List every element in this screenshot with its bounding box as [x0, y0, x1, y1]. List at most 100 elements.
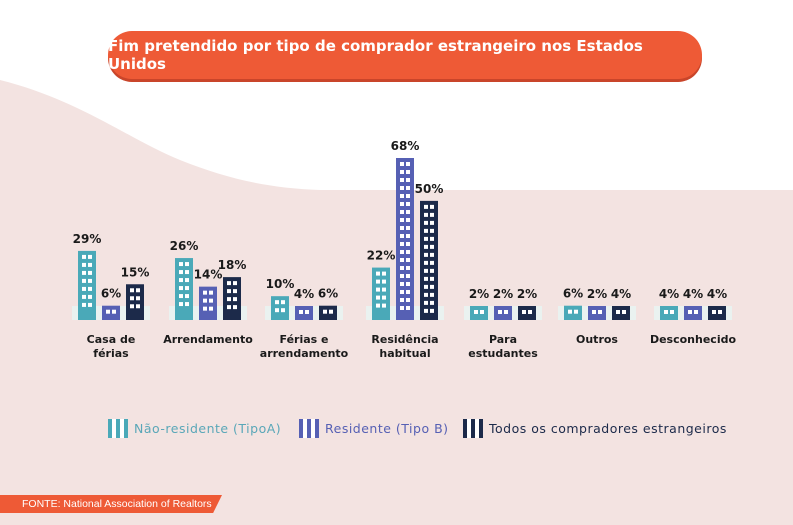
bar-window [430, 276, 434, 281]
bar [78, 250, 96, 320]
bar-window [400, 306, 404, 310]
bar-window [598, 310, 602, 314]
bar-window [424, 236, 428, 241]
bar-window [406, 178, 410, 182]
bar-window [424, 300, 428, 305]
bar-window [382, 287, 386, 292]
bar-window [382, 271, 386, 276]
bar-window [112, 309, 116, 314]
bar-window [281, 300, 285, 305]
bar-body [223, 277, 241, 320]
bar-body [518, 306, 536, 320]
bar-window [233, 305, 237, 310]
bar-window [227, 289, 231, 294]
bar-window [185, 278, 189, 283]
bar-window [430, 252, 434, 257]
bar-window [88, 270, 92, 275]
bar-window [528, 310, 532, 314]
bar-window [622, 310, 626, 314]
bar [271, 296, 289, 320]
legend-label-nonresident: Não-residente (TipoA) [134, 421, 282, 436]
bar-window [406, 234, 410, 238]
bar [372, 267, 390, 320]
bar-window [275, 300, 279, 305]
source-footer: FONTE: National Association of Realtors [0, 495, 222, 513]
data-label: 15% [121, 265, 150, 279]
bar-window [406, 202, 410, 206]
category-label: férias [93, 347, 129, 360]
data-label: 4% [707, 287, 727, 301]
bar-window [88, 254, 92, 259]
bar-body [494, 306, 512, 320]
data-label: 4% [611, 287, 631, 301]
bar-body [126, 284, 144, 320]
bar-window [430, 284, 434, 289]
data-label: 10% [266, 277, 295, 291]
bar-window [670, 310, 674, 314]
bar-window [88, 286, 92, 291]
legend-item-all-buyers: Todos os compradores estrangeiros [463, 419, 727, 438]
bar-window [400, 218, 404, 222]
category-label: Outros [576, 333, 618, 346]
chart-title: Fim pretendido por tipo de comprador est… [108, 31, 702, 79]
data-label: 14% [194, 268, 223, 282]
bar-window [480, 310, 484, 314]
bar [223, 277, 241, 320]
bar-window [382, 295, 386, 300]
data-label: 50% [415, 182, 444, 196]
bar-window [130, 304, 134, 309]
data-label: 2% [517, 287, 537, 301]
bar-window [568, 309, 572, 314]
category-label: habitual [379, 347, 430, 360]
bar-window [179, 262, 183, 267]
bar-window [712, 310, 716, 314]
bar-window [406, 186, 410, 190]
bar-window [376, 295, 380, 300]
bar-window [400, 298, 404, 302]
bar-window [323, 309, 327, 314]
category-label: Casa de [87, 333, 136, 346]
bar-window [406, 218, 410, 222]
bar-window [82, 302, 86, 307]
bar-window [400, 178, 404, 182]
bar-body [271, 296, 289, 320]
bar-window [424, 228, 428, 233]
bar-window [400, 250, 404, 254]
bar-window [376, 287, 380, 292]
bar-window [203, 306, 207, 311]
legend-swatch-all-buyers [463, 419, 483, 438]
bar-window [406, 194, 410, 198]
bar-window [88, 262, 92, 267]
bar [518, 306, 536, 320]
bar-window [430, 292, 434, 297]
category-label: Arrendamento [163, 333, 253, 346]
bar-window [430, 204, 434, 209]
bar-window [382, 279, 386, 284]
bar-body [396, 158, 414, 320]
data-label: 6% [318, 287, 338, 301]
bar-window [424, 220, 428, 225]
bar-window [522, 310, 526, 314]
bar-window [209, 306, 213, 311]
bar-body [470, 306, 488, 320]
bar-window [88, 278, 92, 283]
data-label: 6% [101, 287, 121, 301]
bar-window [275, 308, 279, 313]
bar-window [400, 202, 404, 206]
bar-window [130, 288, 134, 293]
legend-label-resident: Residente (Tipo B) [325, 421, 449, 436]
bar-window [406, 242, 410, 246]
bar-body [319, 305, 337, 320]
bar-window [227, 305, 231, 310]
category-label: Férias e [280, 333, 329, 346]
bar [295, 306, 313, 320]
data-label: 2% [587, 287, 607, 301]
bar-window [424, 260, 428, 265]
bar-window [136, 296, 140, 301]
bar-window [400, 186, 404, 190]
bar-window [82, 278, 86, 283]
bar-window [179, 270, 183, 275]
bar-window [430, 300, 434, 305]
bar-window [406, 210, 410, 214]
bar-window [430, 228, 434, 233]
